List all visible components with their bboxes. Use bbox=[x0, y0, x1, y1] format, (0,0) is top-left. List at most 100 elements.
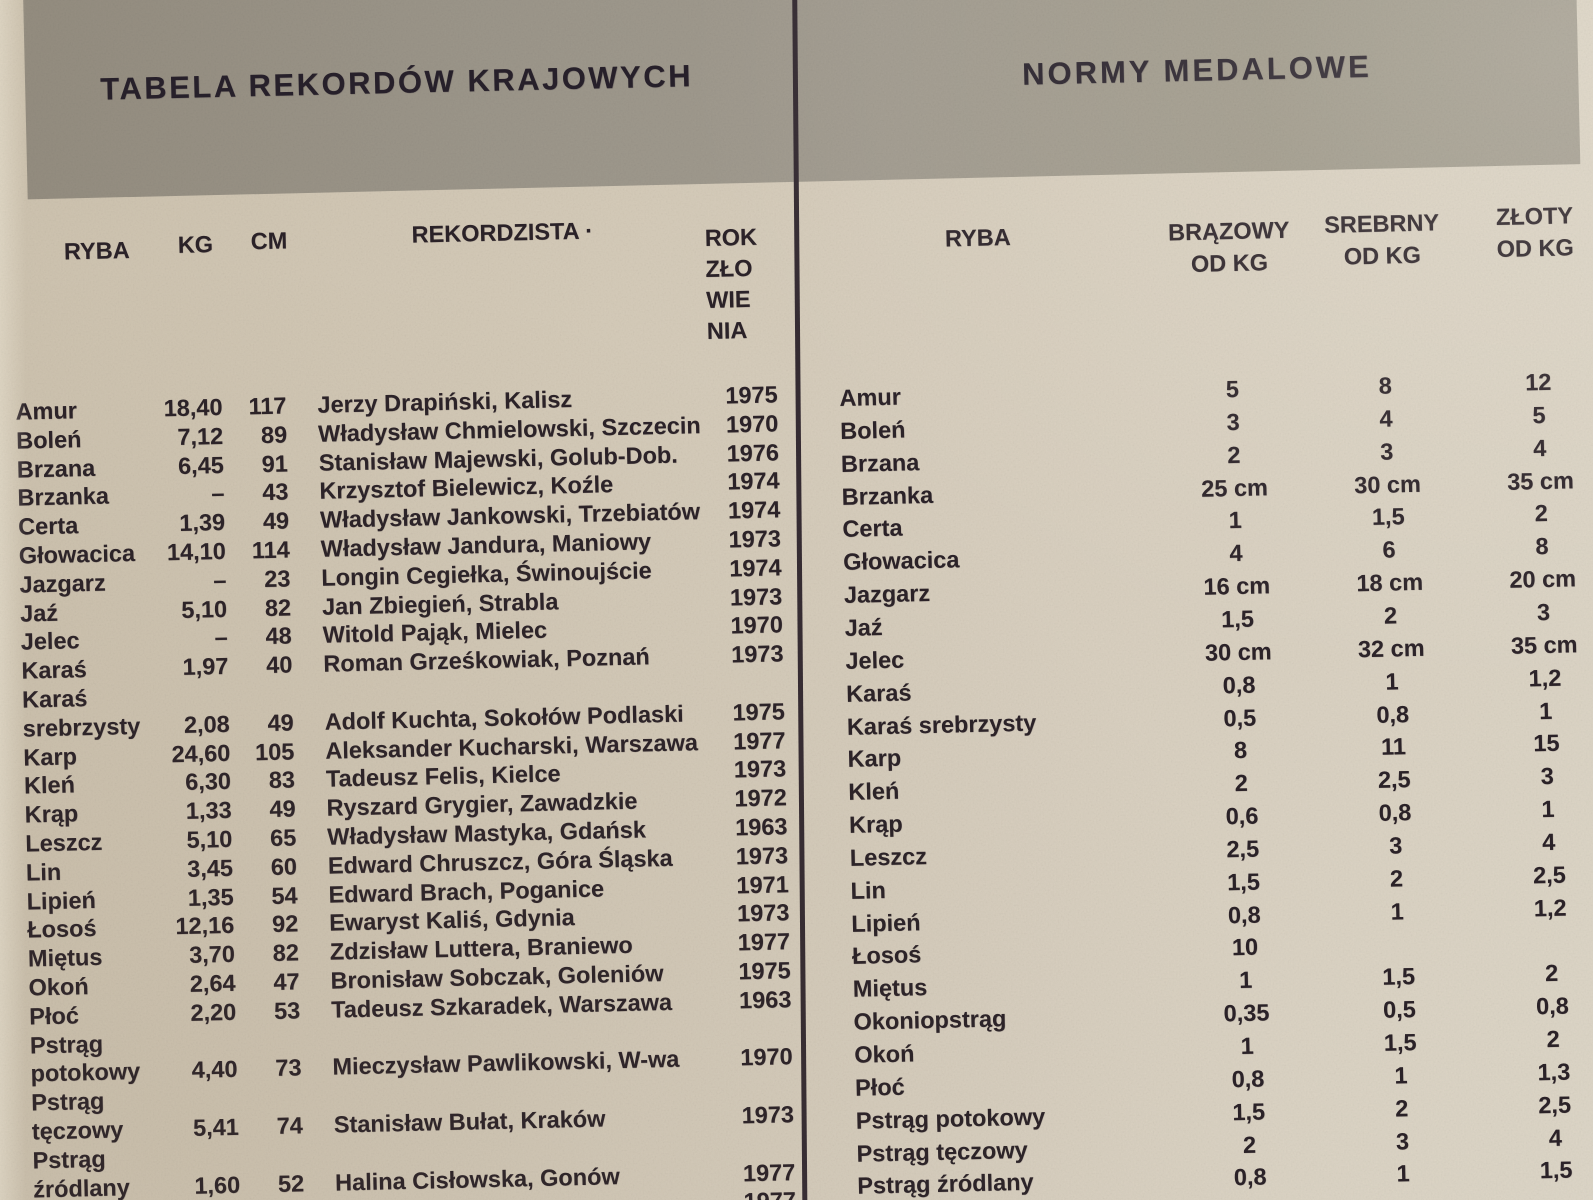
bronze-norm-cell: 4 bbox=[1229, 540, 1243, 567]
fish-name-cell: Pstrąg potokowy bbox=[855, 1103, 1046, 1134]
cm-cell: 105 bbox=[254, 738, 295, 765]
year-cell: 1973 bbox=[728, 525, 782, 553]
norms-header-silver: SREBRNY OD KG bbox=[1296, 206, 1467, 274]
kg-cell: – bbox=[213, 566, 227, 594]
year-cell: 1963 bbox=[738, 986, 792, 1014]
records-header-holder: REKORDZISTA · bbox=[411, 217, 594, 248]
silver-norm-cell: 1,5 bbox=[1383, 1029, 1417, 1056]
norms-header-gold-line1: ZŁOTY bbox=[1495, 202, 1574, 231]
gold-norm-cell: 15 bbox=[1533, 730, 1560, 757]
silver-norm-cell: 4 bbox=[1379, 405, 1393, 432]
cm-cell: 52 bbox=[277, 1169, 305, 1197]
cm-cell: 47 bbox=[273, 968, 300, 995]
bronze-norm-cell: 0,8 bbox=[1231, 1065, 1265, 1093]
silver-norm-cell: 1,5 bbox=[1382, 963, 1416, 991]
fish-name-cell: Pstrąg bbox=[29, 1030, 104, 1059]
fish-name-cell: Jazgarz bbox=[843, 580, 931, 609]
records-header-year-line1: ROK bbox=[704, 223, 758, 251]
kg-cell: 18,40 bbox=[163, 393, 223, 422]
year-cell: 1974 bbox=[727, 467, 780, 495]
year-cell: 1972 bbox=[734, 784, 788, 812]
gold-norm-cell: 2 bbox=[1534, 500, 1549, 527]
silver-norm-cell: 18 cm bbox=[1356, 568, 1424, 597]
cm-cell: 65 bbox=[269, 824, 297, 851]
silver-norm-cell: 2 bbox=[1394, 1094, 1409, 1122]
kg-cell: 7,12 bbox=[177, 422, 224, 450]
fish-name-cell: Karaś bbox=[845, 679, 912, 707]
year-cell: 1973 bbox=[730, 640, 784, 668]
fish-name-cell: Okoniopstrąg bbox=[853, 1005, 1007, 1035]
records-header-year: ROK ZŁO WIE NIA bbox=[704, 222, 759, 347]
fish-name-cell: Leszcz bbox=[849, 842, 928, 871]
fish-name-cell: Pstrąg źródlany bbox=[857, 1169, 1034, 1200]
records-table-body: Amur 18,40 117 Jerzy Drapiński, Kalisz 1975 B… bbox=[15, 381, 804, 1200]
records-header-fish: RYBA bbox=[63, 237, 130, 265]
cm-cell: 53 bbox=[273, 997, 301, 1024]
year-cell: 1976 bbox=[726, 438, 780, 467]
norms-header-fish: RYBA bbox=[944, 224, 1011, 252]
bronze-norm-cell: 1 bbox=[1228, 507, 1243, 534]
bronze-norm-cell: 1,5 bbox=[1232, 1098, 1266, 1125]
year-cell: 1975 bbox=[732, 698, 786, 726]
silver-norm-cell: 3 bbox=[1379, 438, 1394, 465]
gold-norm-cell: 35 cm bbox=[1506, 466, 1575, 495]
gold-norm-cell: 1 bbox=[1538, 697, 1553, 724]
records-header-cm: CM bbox=[250, 227, 288, 255]
kg-cell: 3,70 bbox=[188, 941, 236, 969]
gold-norm-cell: 8 bbox=[1535, 533, 1549, 560]
cm-cell: 92 bbox=[271, 910, 299, 938]
fish-name-cell: Głowacica bbox=[842, 546, 960, 576]
gold-norm-cell: 35 cm bbox=[1510, 631, 1578, 659]
year-cell: 1977 bbox=[737, 928, 791, 956]
cm-cell: 48 bbox=[265, 622, 292, 650]
kg-cell: 6,45 bbox=[177, 451, 225, 479]
year-cell: 1970 bbox=[740, 1043, 793, 1071]
bronze-norm-cell: 5 bbox=[1225, 375, 1240, 403]
kg-cell: 3,45 bbox=[186, 854, 234, 882]
kg-cell: 2,08 bbox=[183, 710, 230, 738]
cm-cell: 83 bbox=[268, 766, 296, 794]
records-header-year-line2: ZŁO bbox=[705, 254, 753, 282]
bronze-norm-cell: 10 bbox=[1231, 934, 1259, 961]
silver-norm-cell: 11 bbox=[1380, 733, 1407, 761]
gold-norm-cell: 0,8 bbox=[1535, 992, 1570, 1020]
cm-cell: 73 bbox=[275, 1054, 302, 1082]
bronze-norm-cell: 0,35 bbox=[1223, 999, 1270, 1027]
bronze-norm-cell: 16 cm bbox=[1203, 572, 1271, 600]
bronze-norm-cell: 1,5 bbox=[1226, 868, 1261, 896]
gold-norm-cell: 1,2 bbox=[1533, 894, 1567, 921]
cm-cell: 60 bbox=[270, 853, 298, 880]
bronze-norm-cell: 1 bbox=[1240, 1032, 1255, 1060]
silver-norm-cell: 1 bbox=[1390, 897, 1405, 925]
silver-norm-cell: 1,5 bbox=[1371, 503, 1405, 531]
kg-cell: 2,64 bbox=[189, 969, 236, 997]
silver-norm-cell: 0,8 bbox=[1376, 700, 1410, 728]
fish-name-cell: Jelec bbox=[845, 646, 905, 674]
kg-cell: – bbox=[214, 624, 228, 651]
cm-cell: 49 bbox=[269, 795, 296, 823]
norms-header-gold: ZŁOTY OD KG bbox=[1449, 198, 1593, 266]
gold-norm-cell: 5 bbox=[1532, 401, 1546, 429]
silver-norm-cell: 1 bbox=[1394, 1062, 1408, 1089]
silver-norm-cell: 8 bbox=[1378, 372, 1393, 399]
fish-name-cell: Jaź bbox=[844, 613, 883, 641]
norms-header-silver-line1: SREBRNY bbox=[1323, 209, 1440, 238]
year-cell: 1973 bbox=[736, 899, 790, 927]
bronze-norm-cell: 2,5 bbox=[1226, 835, 1260, 863]
silver-norm-cell: 2 bbox=[1383, 602, 1398, 629]
bronze-norm-cell: 2 bbox=[1242, 1131, 1257, 1158]
fish-name-cell: Pstrąg bbox=[32, 1145, 106, 1174]
year-cell: 1963 bbox=[734, 813, 788, 841]
bronze-norm-cell: 8 bbox=[1233, 737, 1248, 764]
kg-cell: – bbox=[211, 480, 225, 507]
bronze-norm-cell: 1,5 bbox=[1220, 605, 1255, 633]
kg-cell: 2,20 bbox=[190, 998, 237, 1026]
year-cell: 1974 bbox=[728, 554, 782, 582]
gold-norm-cell: 1,5 bbox=[1539, 1156, 1573, 1184]
kg-cell: 1,35 bbox=[187, 883, 234, 911]
silver-norm-cell: 2,5 bbox=[1377, 766, 1411, 794]
year-cell: 1977 bbox=[743, 1187, 814, 1200]
bronze-norm-cell: 0,5 bbox=[1223, 704, 1257, 731]
